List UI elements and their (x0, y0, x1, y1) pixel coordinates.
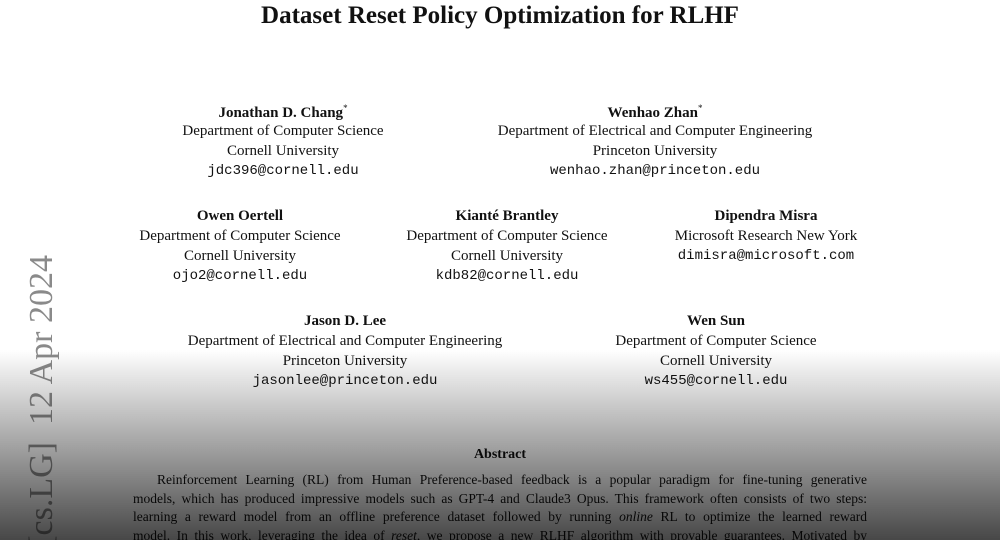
author-name-text: Jonathan D. Chang (218, 105, 344, 121)
abstract-line: models, which has produced impressive mo… (133, 491, 867, 507)
author-institution: Cornell University (226, 143, 340, 159)
author-institution: Cornell University (450, 248, 564, 264)
author-department: Department of Computer Science (615, 333, 817, 349)
author-department: Department of Computer Science (139, 228, 341, 244)
author-name: Wenhao Zhan* (608, 103, 703, 122)
author-email: jdc396@cornell.edu (207, 163, 359, 179)
author-name-text: Jason D. Lee (303, 313, 387, 329)
author-department: Microsoft Research New York (674, 228, 858, 244)
author-email: ojo2@cornell.edu (172, 268, 308, 284)
author-department: Department of Electrical and Computer En… (497, 123, 813, 139)
author-marker: * (343, 103, 348, 113)
abstract-line: model. In this work, leveraging the idea… (133, 528, 867, 540)
abstract-heading: Abstract (473, 447, 527, 462)
abstract-text: learning a reward model from an offline … (133, 509, 620, 524)
author-department: Department of Computer Science (182, 123, 384, 139)
author-name: Owen Oertell (197, 208, 283, 225)
author-marker: * (697, 103, 703, 113)
abstract-text: models, which has produced impressive mo… (133, 490, 867, 506)
abstract-text: RL to optimize the learned reward (652, 509, 867, 524)
author-email: jasonlee@princeton.edu (252, 373, 438, 389)
author-name-text: Kianté Brantley (455, 208, 559, 224)
author-email: dimisra@microsoft.com (677, 248, 855, 264)
author-name: Kianté Brantley (456, 208, 559, 225)
abstract-text: online (619, 509, 653, 524)
author-name: Jonathan D. Chang* (218, 103, 347, 122)
author-name-text: Wenhao Zhan (607, 105, 698, 121)
title: Dataset Reset Policy Optimization for RL… (261, 2, 739, 29)
author-name-text: Owen Oertell (196, 208, 284, 224)
author-name: Wen Sun (687, 313, 745, 330)
side-stamp: [cs.LG] 12 Apr 2024 (23, 255, 60, 540)
author-institution: Princeton University (592, 143, 718, 159)
author-department: Department of Computer Science (406, 228, 608, 244)
abstract-line: Reinforcement Learning (RL) from Human P… (157, 472, 867, 488)
author-email: wenhao.zhan@princeton.edu (549, 163, 761, 179)
author-institution: Cornell University (183, 248, 297, 264)
author-institution: Cornell University (659, 353, 773, 369)
abstract-text: reset (391, 527, 417, 540)
abstract-line: learning a reward model from an offline … (133, 509, 867, 525)
author-department: Department of Electrical and Computer En… (187, 333, 503, 349)
author-email: kdb82@cornell.edu (435, 268, 579, 284)
abstract-text: Reinforcement Learning (RL) from Human P… (157, 472, 867, 487)
author-name: Jason D. Lee (304, 313, 386, 330)
abstract-text: , we propose a new RLHF algorithm with p… (416, 527, 868, 540)
side-stamp-box: [cs.LG] 12 Apr 2024 (23, 255, 60, 540)
author-email: ws455@cornell.edu (644, 373, 788, 389)
author-name-text: Wen Sun (687, 313, 745, 329)
author-name-text: Dipendra Misra (714, 208, 818, 224)
author-institution: Princeton University (282, 353, 408, 369)
author-name: Dipendra Misra (715, 208, 818, 225)
abstract-text: model. In this work, leveraging the idea… (133, 527, 392, 540)
